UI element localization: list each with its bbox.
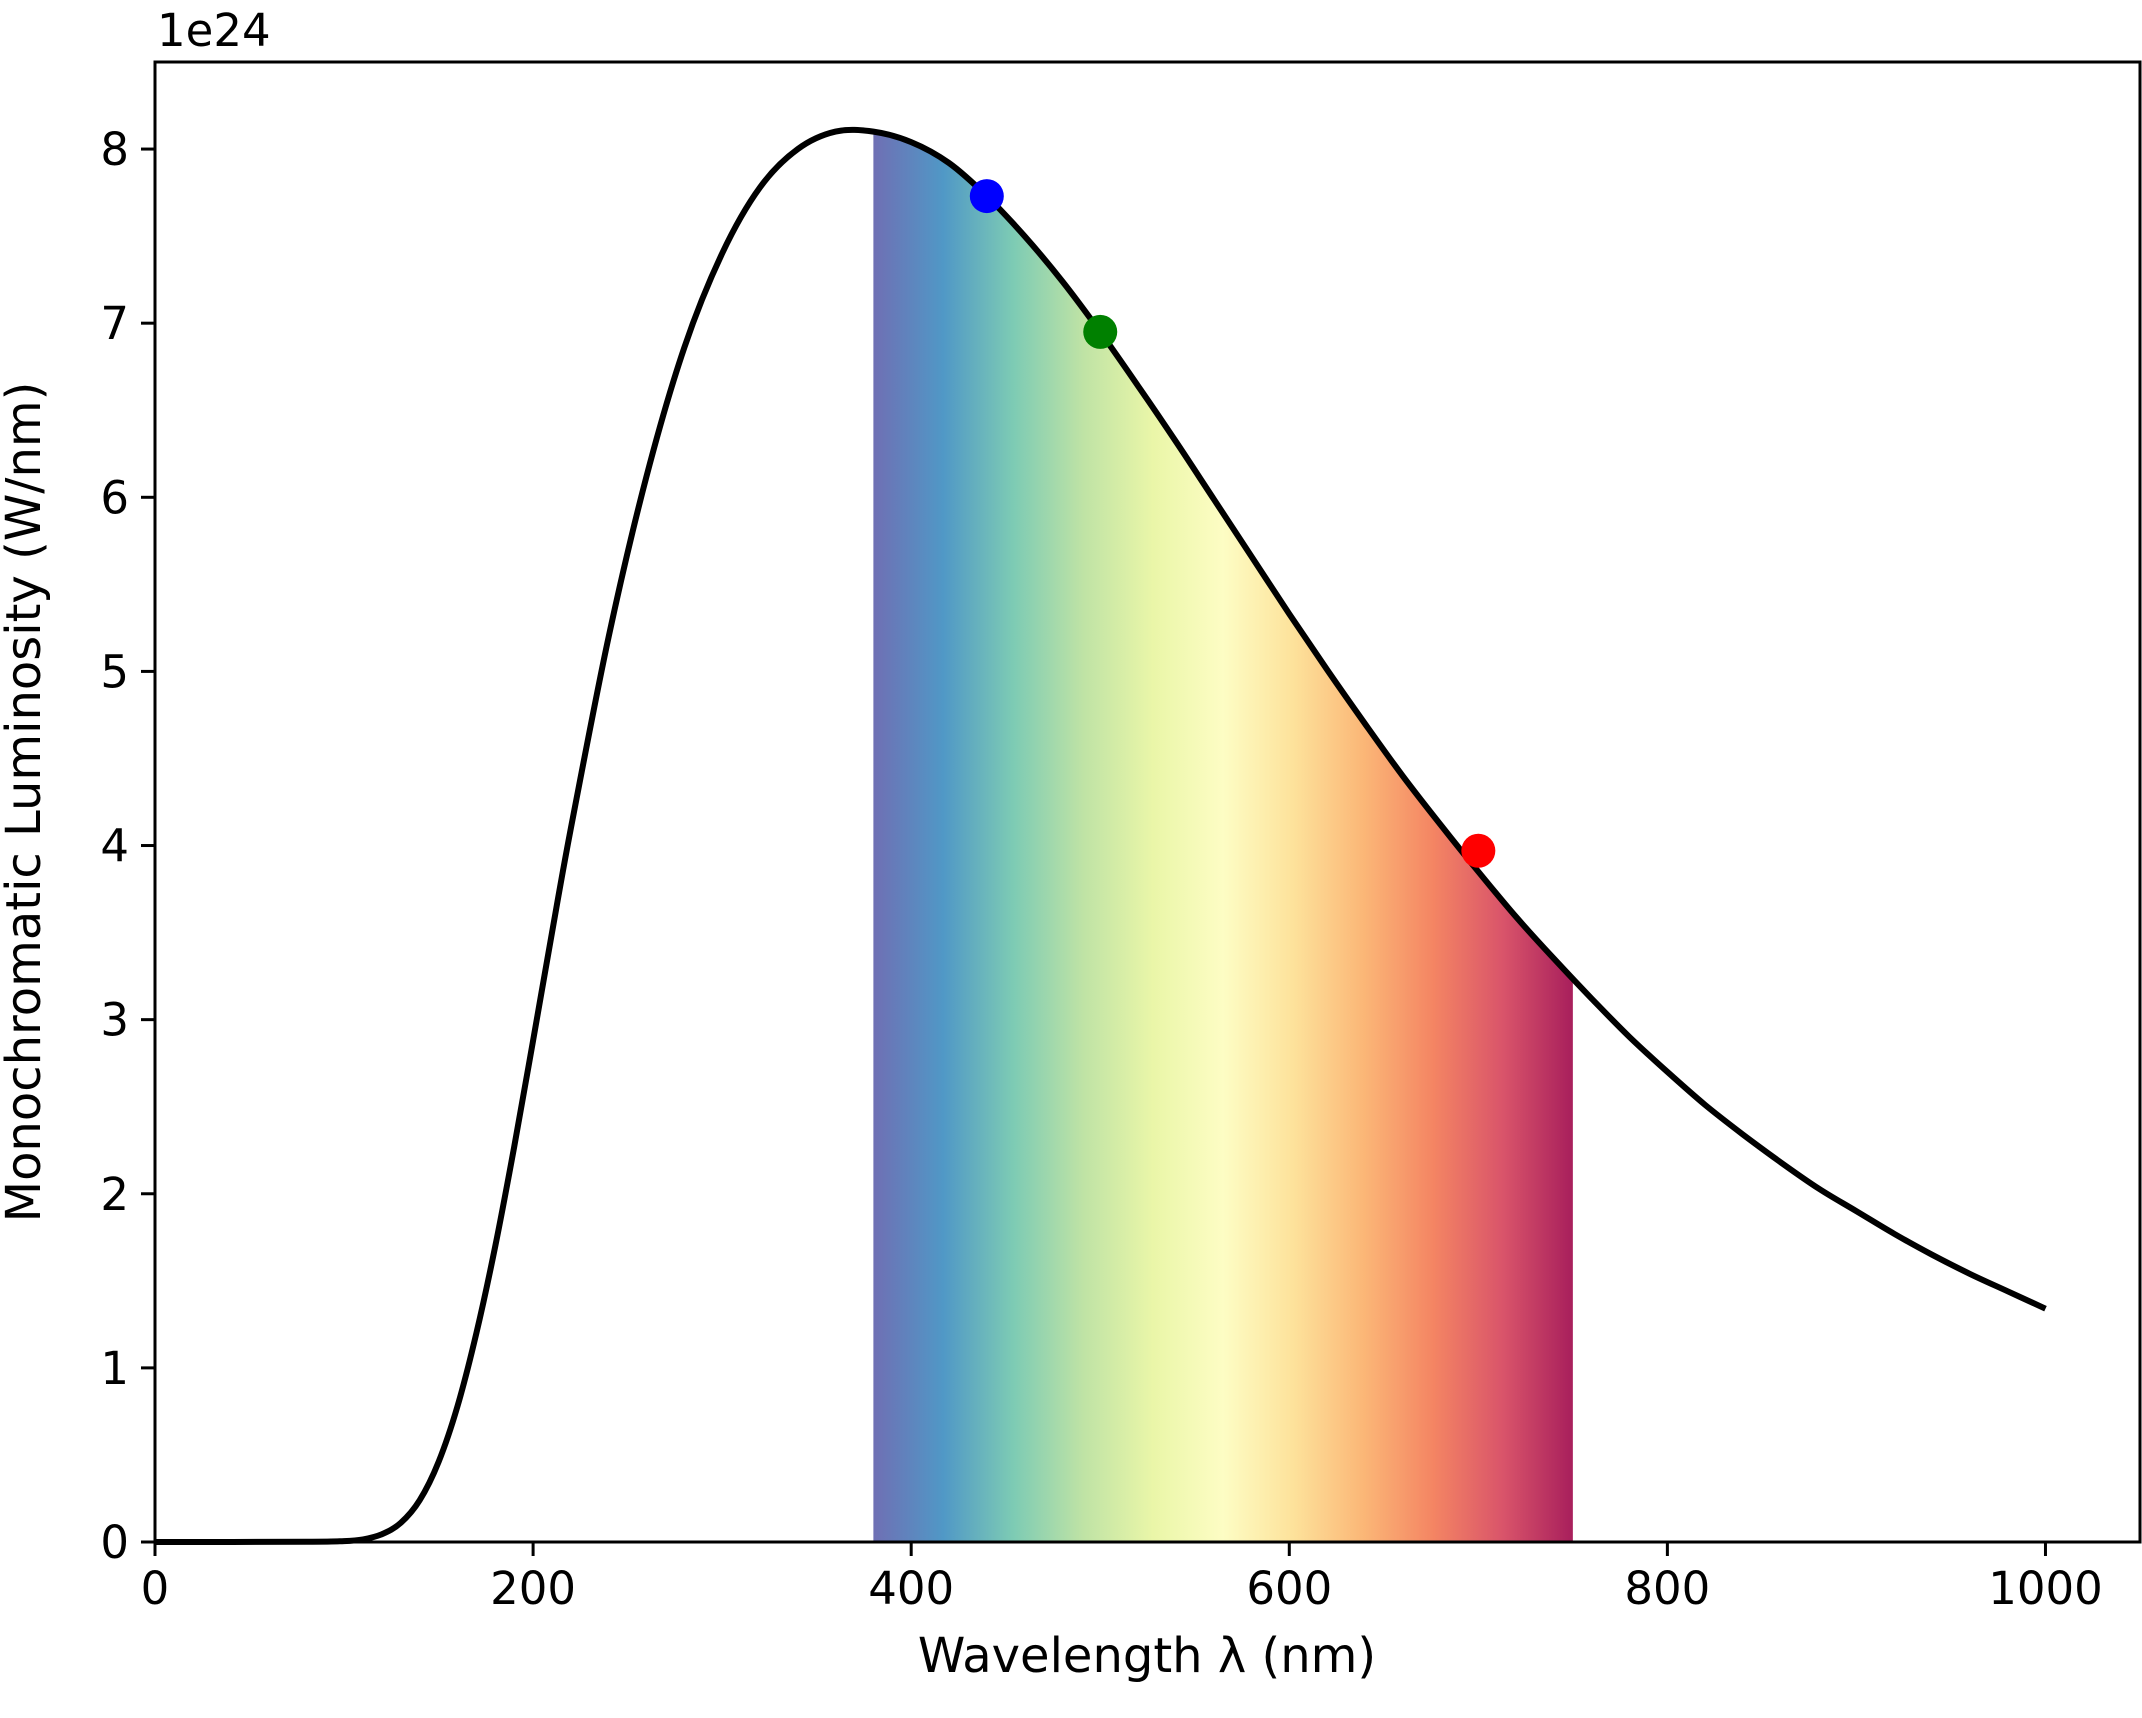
y-tick-label: 1: [100, 1342, 129, 1395]
y-tick-label: 3: [100, 994, 129, 1047]
y-tick-label: 5: [100, 645, 129, 698]
y-axis-label: Monochromatic Luminosity (W/nm): [0, 382, 52, 1223]
x-tick-label: 200: [490, 1562, 576, 1615]
x-tick-label: 400: [868, 1562, 954, 1615]
data-point-marker: [969, 179, 1004, 214]
x-tick-label: 800: [1624, 1562, 1710, 1615]
y-tick-label: 4: [100, 820, 129, 873]
x-tick-label: 1000: [1988, 1562, 2103, 1615]
data-point-marker: [1083, 314, 1118, 349]
visible-spectrum-band: [873, 129, 1573, 1542]
x-axis-label: Wavelength λ (nm): [918, 1628, 1376, 1684]
plot-frame: [153, 60, 2142, 1544]
y-offset-label: 1e24: [157, 4, 271, 57]
x-tick-label: 0: [141, 1562, 170, 1615]
x-tick-label: 600: [1246, 1562, 1332, 1615]
y-tick-label: 8: [100, 123, 129, 176]
y-tick-label: 2: [100, 1168, 129, 1221]
y-tick-label: 0: [100, 1516, 129, 1569]
y-tick-label: 7: [100, 297, 129, 350]
data-point-marker: [1461, 833, 1496, 868]
y-tick-label: 6: [100, 471, 129, 524]
